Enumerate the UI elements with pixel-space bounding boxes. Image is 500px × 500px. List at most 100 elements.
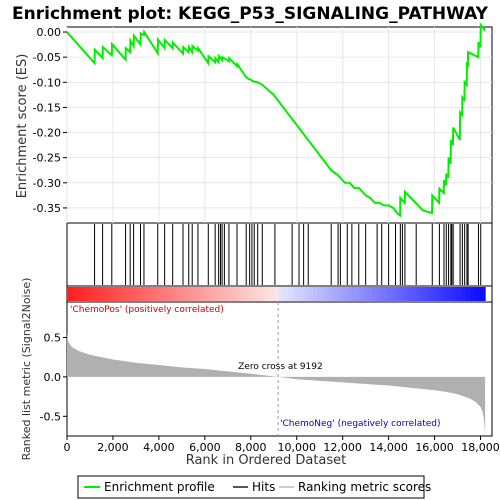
metric-area	[67, 333, 486, 434]
colorbar-segment	[249, 287, 255, 301]
colorbar-segment	[396, 287, 403, 301]
hits-panel	[66, 222, 493, 287]
rank-colorbar	[67, 287, 486, 301]
colorbar-segment	[376, 287, 383, 301]
colorbar-segment	[298, 287, 304, 301]
x-tick-label: 2,000	[97, 441, 129, 454]
es-y-tick-label: -0.20	[33, 127, 61, 140]
colorbar-segment	[96, 287, 103, 301]
colorbar-segment	[101, 287, 107, 301]
es-series-line	[66, 22, 486, 218]
colorbar-segment	[229, 287, 235, 301]
colorbar-segment	[165, 287, 171, 301]
es-y-axis-label: Enrichment score (ES)	[15, 54, 30, 199]
neg-correlated-label: 'ChemoNeg' (negatively correlated)	[280, 419, 441, 429]
colorbar-segment	[278, 287, 285, 301]
chart-title: Enrichment plot: KEGG_P53_SIGNALING_PATH…	[12, 4, 489, 24]
x-tick-label: 6,000	[189, 441, 221, 454]
colorbar-segment	[86, 287, 93, 301]
colorbar-segment	[440, 287, 447, 301]
colorbar-segment	[130, 287, 137, 301]
colorbar-segment	[67, 287, 73, 301]
colorbar-segment	[155, 287, 162, 301]
es-y-ticks: 0.00 -0.05 -0.10 -0.15 -0.20 -0.25 -0.30 -0.35	[33, 26, 67, 215]
colorbar-segment	[135, 287, 142, 301]
colorbar-segment	[244, 287, 250, 301]
colorbar-segment	[435, 287, 442, 301]
colorbar-segment	[204, 287, 211, 301]
colorbar-segment	[445, 287, 452, 301]
metric-y-axis-label: Ranked list metric (Signal2Noise)	[20, 278, 33, 461]
legend-label-enrichment-profile: Enrichment profile	[104, 480, 215, 494]
colorbar-segment	[209, 287, 216, 301]
x-tick-label: 14,000	[369, 441, 408, 454]
es-y-tick-label: -0.10	[33, 76, 61, 89]
colorbar-segment	[253, 287, 260, 301]
colorbar-segment	[465, 287, 471, 301]
colorbar-segment	[327, 287, 334, 301]
pos-correlated-label: 'ChemoPos' (positively correlated)	[70, 305, 224, 315]
colorbar-segment	[239, 287, 245, 301]
colorbar-segment	[322, 287, 329, 301]
colorbar-segment	[342, 287, 348, 301]
es-gridlines	[66, 27, 492, 223]
colorbar-segment	[450, 287, 457, 301]
es-y-tick-label: -0.15	[33, 101, 61, 114]
colorbar-segment	[150, 287, 157, 301]
colorbar-segment	[76, 287, 83, 301]
zero-cross-label: Zero cross at 9192	[238, 362, 323, 372]
metric-y-ticks: 0.5 0.0 -0.5	[40, 331, 67, 423]
colorbar-segment	[185, 287, 191, 301]
colorbar-segment	[367, 287, 373, 301]
colorbar-segment	[268, 287, 275, 301]
colorbar-segment	[194, 287, 201, 301]
colorbar-segment	[352, 287, 358, 301]
colorbar-segment	[426, 287, 432, 301]
colorbar-segment	[371, 287, 378, 301]
colorbar-segment	[283, 287, 289, 301]
legend-box	[77, 475, 425, 499]
colorbar-segment	[460, 287, 467, 301]
colorbar-segment	[480, 287, 486, 301]
legend-label-ranking-metric: Ranking metric scores	[298, 480, 431, 494]
colorbar-segment	[317, 287, 324, 301]
x-tick-label: 8,000	[235, 441, 267, 454]
x-tick-label: 4,000	[143, 441, 175, 454]
colorbar-segment	[455, 287, 462, 301]
colorbar-segment	[332, 287, 339, 301]
colorbar-segment	[199, 287, 206, 301]
es-y-tick-label: -0.35	[33, 202, 61, 215]
colorbar-segment	[303, 287, 309, 301]
colorbar-segment	[381, 287, 388, 301]
metric-y-tick-label: 0.0	[44, 371, 62, 384]
legend-label-hits: Hits	[252, 480, 275, 494]
colorbar-segment	[170, 287, 176, 301]
colorbar-segment	[140, 287, 147, 301]
colorbar-segment	[391, 287, 398, 301]
metric-y-tick-label: 0.5	[44, 331, 62, 344]
colorbar-segment	[416, 287, 422, 301]
colorbar-segment	[111, 287, 117, 301]
colorbar-segment	[81, 287, 88, 301]
colorbar-segment	[288, 287, 294, 301]
legend: Enrichment profile Hits Ranking metric s…	[77, 475, 431, 499]
colorbar-segment	[263, 287, 270, 301]
colorbar-segment	[180, 287, 186, 301]
colorbar-segment	[470, 287, 476, 301]
es-y-tick-label: 0.00	[37, 26, 62, 39]
colorbar-segment	[362, 287, 368, 301]
colorbar-segment	[145, 287, 152, 301]
colorbar-segment	[126, 287, 132, 301]
colorbar-segment	[214, 287, 221, 301]
colorbar-segment	[71, 287, 78, 301]
colorbar-segment	[293, 287, 299, 301]
colorbar-segment	[337, 287, 344, 301]
colorbar-segment	[357, 287, 363, 301]
colorbar-segment	[106, 287, 112, 301]
x-tick-label: 18,000	[461, 441, 500, 454]
x-axis-label: Rank in Ordered Dataset	[186, 453, 347, 468]
colorbar-segment	[312, 287, 319, 301]
es-y-tick-label: -0.30	[33, 177, 61, 190]
colorbar-segment	[411, 287, 417, 301]
